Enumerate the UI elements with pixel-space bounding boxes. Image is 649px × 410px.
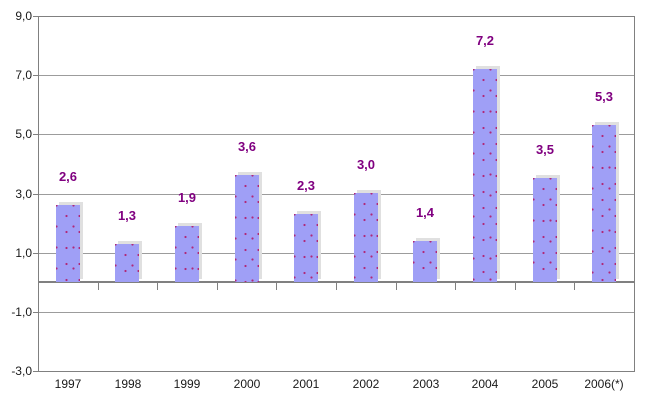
y-axis-label: 7,0	[15, 68, 32, 82]
y-axis-tick	[33, 75, 38, 76]
bar-2001	[294, 214, 318, 282]
y-gridline	[39, 75, 634, 76]
y-gridline	[39, 134, 634, 135]
bar-2000	[235, 175, 259, 282]
x-axis-tick	[396, 283, 397, 290]
data-label: 1,4	[415, 205, 435, 220]
x-axis-tick	[336, 283, 337, 290]
y-axis-tick	[33, 134, 38, 135]
x-axis-line	[38, 281, 635, 283]
bar-2003	[413, 241, 437, 282]
x-axis-label: 2003	[412, 377, 440, 391]
x-axis-label: 1999	[173, 377, 201, 391]
y-axis-label: 9,0	[15, 9, 32, 23]
data-label: 1,3	[117, 208, 137, 223]
bar-1999	[175, 226, 199, 282]
x-axis-tick	[455, 283, 456, 290]
x-axis-label: 2001	[292, 377, 320, 391]
bar-2004	[473, 69, 497, 282]
x-axis-label: 2005	[531, 377, 559, 391]
y-axis-label: 3,0	[15, 187, 32, 201]
x-axis-label: 1998	[114, 377, 142, 391]
y-axis-tick	[33, 194, 38, 195]
bar-2006(*)	[592, 125, 616, 282]
y-axis-label: 1,0	[15, 246, 32, 260]
x-axis-tick	[276, 283, 277, 290]
x-axis-tick	[574, 283, 575, 290]
y-axis-tick	[33, 16, 38, 17]
x-axis-label: 2002	[352, 377, 380, 391]
y-gridline	[39, 253, 634, 254]
data-label: 1,9	[177, 190, 197, 205]
data-label: 2,3	[296, 178, 316, 193]
y-axis-tick	[33, 253, 38, 254]
bar-2002	[354, 193, 378, 282]
bar-2005	[533, 178, 557, 282]
y-axis-label: -1,0	[11, 305, 32, 319]
x-axis-tick	[98, 283, 99, 290]
x-axis-tick	[515, 283, 516, 290]
data-label: 2,6	[58, 169, 78, 184]
data-label: 3,0	[356, 157, 376, 172]
data-label: 3,5	[535, 142, 555, 157]
data-label: 7,2	[475, 33, 495, 48]
data-label: 5,3	[594, 89, 614, 104]
x-axis-label: 2006(*)	[584, 377, 624, 391]
x-axis-tick	[217, 283, 218, 290]
bar-1998	[115, 244, 139, 282]
y-axis-label: 5,0	[15, 127, 32, 141]
x-axis-tick	[157, 283, 158, 290]
x-axis-label: 1997	[54, 377, 82, 391]
data-label: 3,6	[237, 139, 257, 154]
y-axis-tick	[33, 371, 38, 372]
y-gridline	[39, 194, 634, 195]
bar-1997	[56, 205, 80, 282]
x-axis-label: 2004	[471, 377, 499, 391]
y-axis-label: -3,0	[11, 364, 32, 378]
y-gridline	[39, 312, 634, 313]
x-axis-label: 2000	[233, 377, 261, 391]
y-axis-tick	[33, 312, 38, 313]
